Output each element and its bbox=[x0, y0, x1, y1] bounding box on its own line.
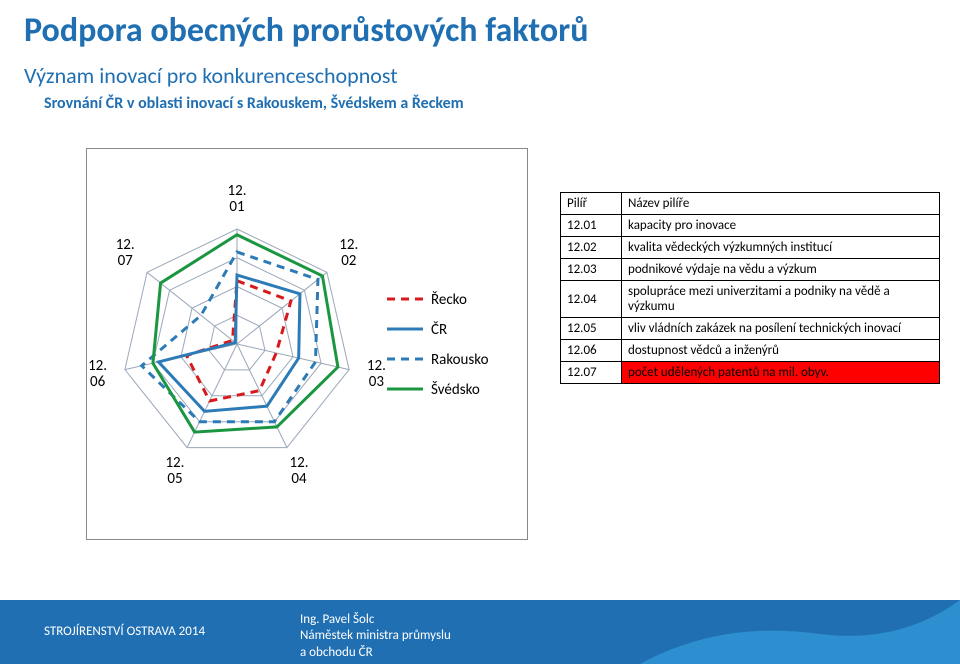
svg-text:ČR: ČR bbox=[431, 321, 447, 339]
cell-pillar: 12.07 bbox=[561, 362, 622, 384]
svg-text:12.02: 12.02 bbox=[339, 236, 358, 270]
page-desc: Srovnání ČR v oblasti inovací s Rakouske… bbox=[44, 94, 464, 113]
svg-text:12.03: 12.03 bbox=[367, 357, 386, 391]
pillar-table: Pilíř Název pilíře 12.01kapacity pro ino… bbox=[560, 192, 940, 384]
cell-pillar: 12.05 bbox=[561, 318, 622, 340]
svg-text:12.05: 12.05 bbox=[165, 454, 184, 488]
cell-name: kapacity pro inovace bbox=[622, 215, 940, 237]
table-row: 12.07počet udělených patentů na mil. oby… bbox=[561, 362, 940, 384]
svg-text:12.06: 12.06 bbox=[88, 357, 107, 391]
cell-name: dostupnost vědců a inženýrů bbox=[622, 340, 940, 362]
cell-pillar: 12.03 bbox=[561, 259, 622, 281]
cell-pillar: 12.02 bbox=[561, 237, 622, 259]
footer-mid: Ing. Pavel Šolc Náměstek ministra průmys… bbox=[300, 612, 451, 661]
table-row: 12.06dostupnost vědců a inženýrů bbox=[561, 340, 940, 362]
svg-text:Švédsko: Švédsko bbox=[431, 381, 480, 399]
cell-name: kvalita vědeckých výzkumných institucí bbox=[622, 237, 940, 259]
table-row: 12.01kapacity pro inovace bbox=[561, 215, 940, 237]
svg-text:12.04: 12.04 bbox=[290, 454, 309, 488]
svg-text:Rakousko: Rakousko bbox=[431, 351, 489, 369]
footer-decor bbox=[580, 600, 960, 664]
cell-pillar: 12.06 bbox=[561, 340, 622, 362]
table-row: 12.04spolupráce mezi univerzitami a podn… bbox=[561, 281, 940, 318]
table-row: 12.05vliv vládních zakázek na posílení t… bbox=[561, 318, 940, 340]
cell-name: počet udělených patentů na mil. obyv. bbox=[622, 362, 940, 384]
cell-pillar: 12.01 bbox=[561, 215, 622, 237]
table-row: 12.03podnikové výdaje na vědu a výzkum bbox=[561, 259, 940, 281]
page-title: Podpora obecných prorůstových faktorů bbox=[24, 10, 588, 51]
footer-left: STROJÍRENSTVÍ OSTRAVA 2014 bbox=[44, 624, 205, 639]
radar-chart-frame: 12.01 12.02 12.03 12.04 12.05 12.06 12.07 Řecko… bbox=[86, 148, 528, 540]
cell-name: podnikové výdaje na vědu a výzkum bbox=[622, 259, 940, 281]
radar-chart: 12.01 12.02 12.03 12.04 12.05 12.06 12.07 Řecko… bbox=[87, 149, 527, 539]
th-name: Název pilíře bbox=[622, 193, 940, 215]
cell-name: vliv vládních zakázek na posílení techni… bbox=[622, 318, 940, 340]
th-pillar: Pilíř bbox=[561, 193, 622, 215]
footer-mid-l2: Náměstek ministra průmyslu bbox=[300, 628, 451, 643]
svg-text:12.07: 12.07 bbox=[116, 236, 135, 270]
footer-mid-l1: Ing. Pavel Šolc bbox=[300, 612, 374, 627]
svg-text:12.01: 12.01 bbox=[228, 182, 247, 216]
table-row: 12.02kvalita vědeckých výzkumných instit… bbox=[561, 237, 940, 259]
cell-pillar: 12.04 bbox=[561, 281, 622, 318]
footer-mid-l3: a obchodu ČR bbox=[300, 645, 373, 660]
page-subtitle: Význam inovací pro konkurenceschopnost bbox=[24, 62, 398, 89]
svg-text:Řecko: Řecko bbox=[431, 291, 467, 309]
footer-band: STROJÍRENSTVÍ OSTRAVA 2014 Ing. Pavel Šo… bbox=[0, 600, 960, 664]
table-header: Pilíř Název pilíře bbox=[561, 193, 940, 215]
cell-name: spolupráce mezi univerzitami a podniky n… bbox=[622, 281, 940, 318]
